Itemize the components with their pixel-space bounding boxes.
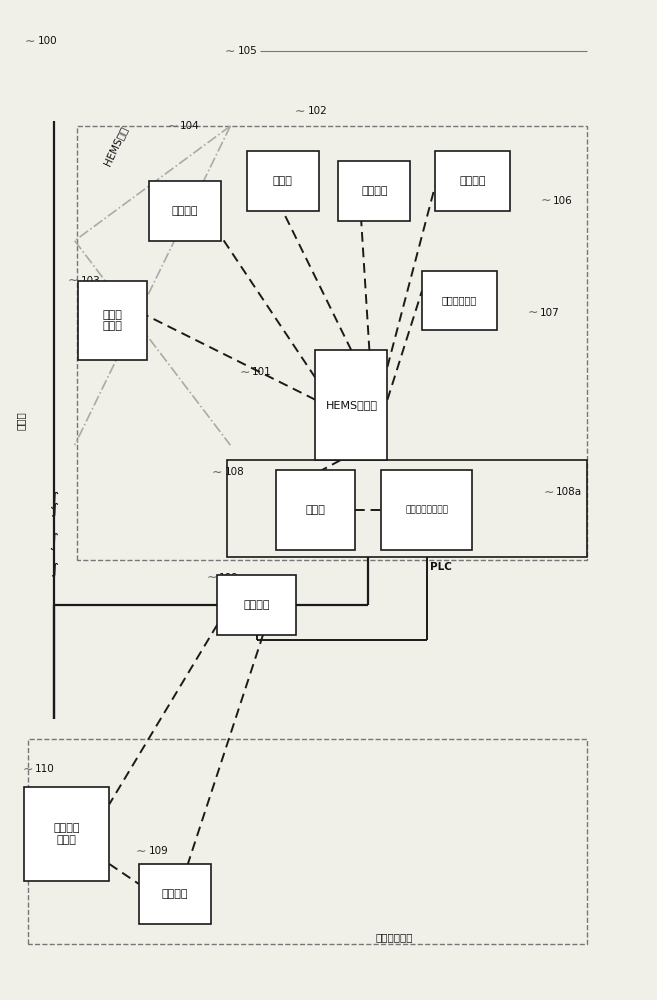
FancyBboxPatch shape xyxy=(338,161,410,221)
Text: ∫: ∫ xyxy=(49,491,58,509)
Text: ∫: ∫ xyxy=(50,562,58,577)
Text: ∼: ∼ xyxy=(136,845,147,858)
Text: 电力测量通信装置: 电力测量通信装置 xyxy=(405,505,448,514)
Text: ∼: ∼ xyxy=(25,35,35,48)
Text: PLC: PLC xyxy=(430,562,452,572)
Text: 电力公司
服务器: 电力公司 服务器 xyxy=(54,823,80,845)
Text: 配电盘: 配电盘 xyxy=(306,505,325,515)
FancyBboxPatch shape xyxy=(24,787,109,881)
Text: 智能仪表网络: 智能仪表网络 xyxy=(375,932,413,942)
Text: 108a: 108a xyxy=(556,487,582,497)
Text: ∫: ∫ xyxy=(49,531,58,549)
Text: ∼: ∼ xyxy=(68,274,79,287)
Text: 110: 110 xyxy=(35,764,55,774)
Text: ∼: ∼ xyxy=(22,763,33,776)
FancyBboxPatch shape xyxy=(422,271,497,330)
Text: HEMS网络: HEMS网络 xyxy=(102,125,129,167)
Text: 家电设备: 家电设备 xyxy=(361,186,388,196)
Text: 109: 109 xyxy=(148,846,168,856)
Text: HEMS控制器: HEMS控制器 xyxy=(325,400,377,410)
Text: 输电线: 输电线 xyxy=(16,411,26,430)
Text: ∼: ∼ xyxy=(541,194,551,207)
Text: 102: 102 xyxy=(307,106,327,116)
Text: 智能仪表: 智能仪表 xyxy=(243,600,270,610)
FancyBboxPatch shape xyxy=(139,864,211,924)
Text: ∼: ∼ xyxy=(225,45,236,58)
Text: 108: 108 xyxy=(225,467,244,477)
Text: 信息处理终端: 信息处理终端 xyxy=(442,296,477,306)
Text: 107: 107 xyxy=(540,308,560,318)
Text: 106: 106 xyxy=(553,196,573,206)
Text: 燃料电池: 燃料电池 xyxy=(171,206,198,216)
Text: ∼: ∼ xyxy=(544,486,555,499)
Text: ∼: ∼ xyxy=(528,306,538,319)
Text: ∼: ∼ xyxy=(207,571,217,584)
FancyBboxPatch shape xyxy=(435,151,510,211)
FancyBboxPatch shape xyxy=(148,181,221,241)
Text: 104: 104 xyxy=(180,121,200,131)
Text: 105: 105 xyxy=(238,46,258,56)
Text: 101: 101 xyxy=(252,367,272,377)
Text: ∼: ∼ xyxy=(240,366,250,379)
FancyBboxPatch shape xyxy=(381,470,472,550)
FancyBboxPatch shape xyxy=(78,281,147,360)
Text: 太阳能
发电机: 太阳能 发电机 xyxy=(102,310,123,331)
FancyBboxPatch shape xyxy=(217,575,296,635)
Text: 100: 100 xyxy=(37,36,57,46)
Text: ∼: ∼ xyxy=(212,466,223,479)
Text: 蓄电池: 蓄电池 xyxy=(273,176,292,186)
Text: 109: 109 xyxy=(219,573,239,583)
Text: 103: 103 xyxy=(81,276,101,286)
FancyBboxPatch shape xyxy=(315,350,388,460)
Text: 智能仪表: 智能仪表 xyxy=(162,889,188,899)
FancyBboxPatch shape xyxy=(247,151,319,211)
Text: ∼: ∼ xyxy=(295,105,306,118)
Text: ∼: ∼ xyxy=(168,120,178,133)
FancyBboxPatch shape xyxy=(276,470,355,550)
Text: ∫: ∫ xyxy=(50,502,58,517)
Text: 电动汽车: 电动汽车 xyxy=(459,176,486,186)
